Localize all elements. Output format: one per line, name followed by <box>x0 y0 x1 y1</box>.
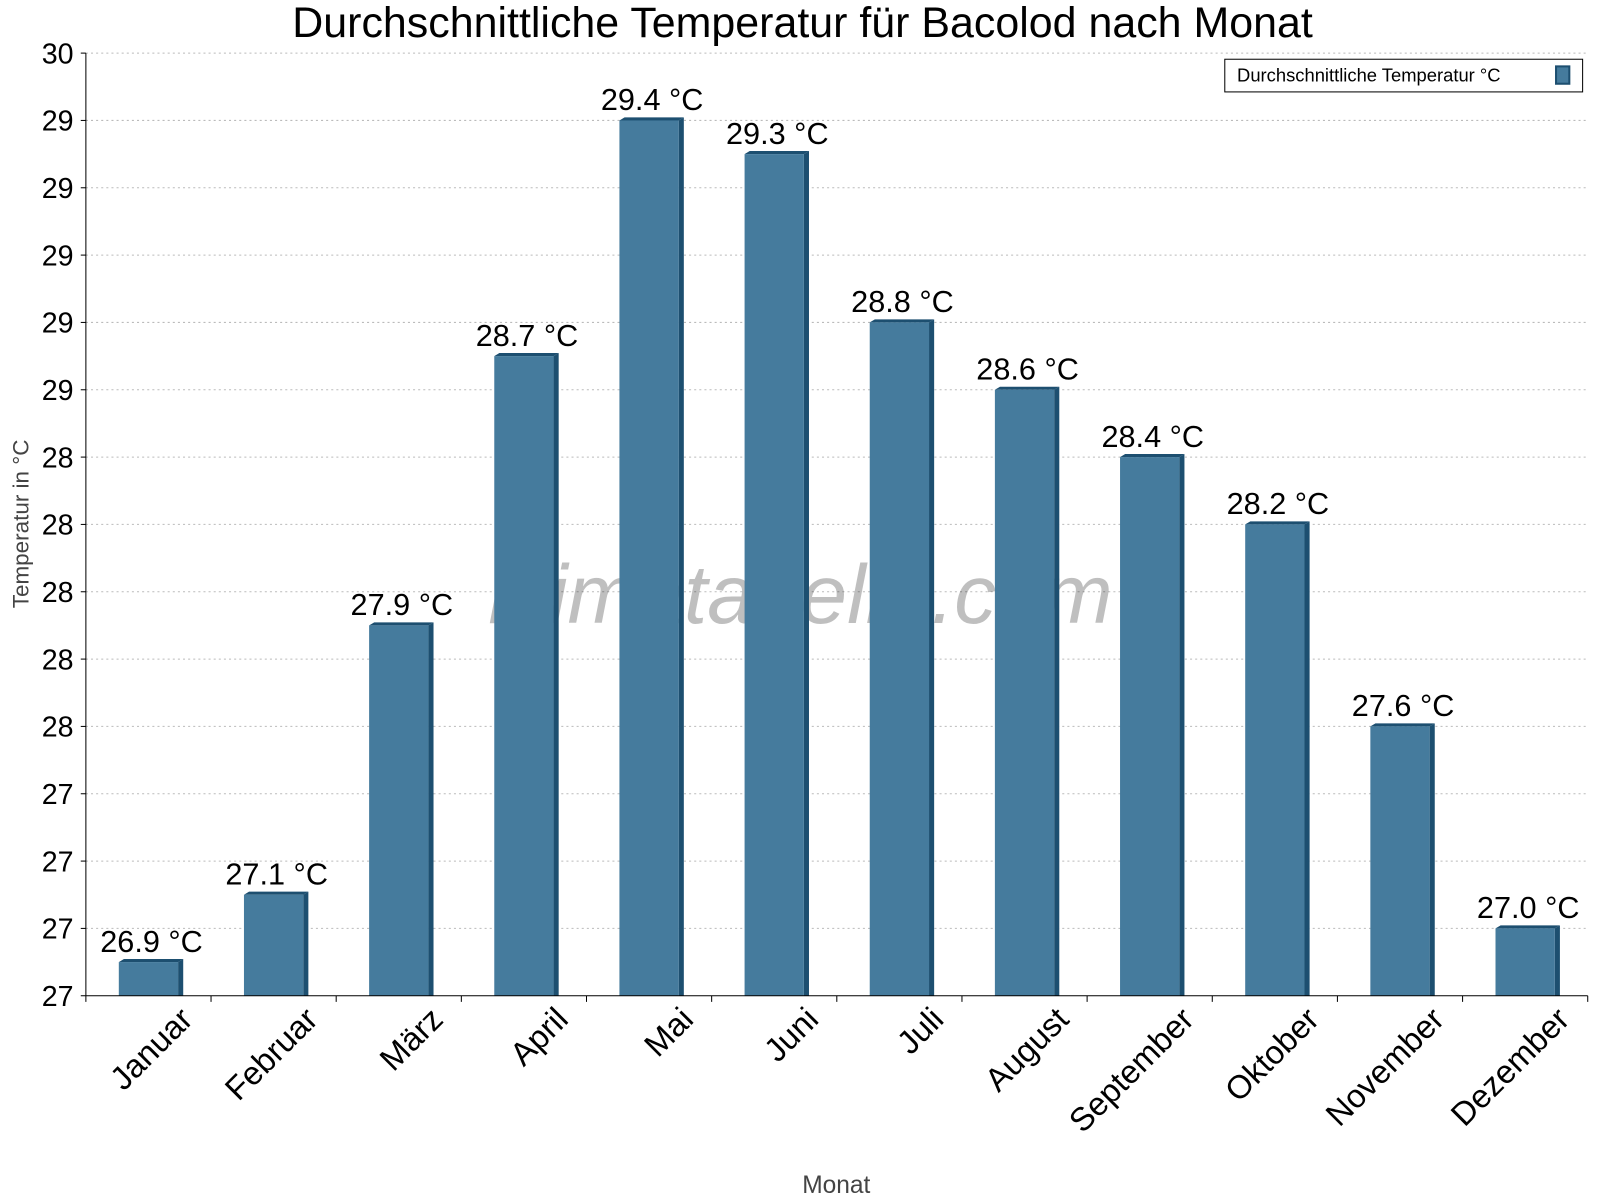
data-label: 28.8 °C <box>851 285 954 319</box>
bar-top <box>1370 723 1435 727</box>
bar-top <box>619 117 684 121</box>
bar <box>1120 457 1180 996</box>
y-tick-label: 28 <box>42 712 74 744</box>
y-tick-label: 28 <box>42 644 74 676</box>
bar-side <box>929 319 935 996</box>
y-tick-label: 29 <box>42 375 74 407</box>
legend: Durchschnittliche Temperatur °C <box>1224 58 1584 93</box>
bar-top <box>1495 925 1560 929</box>
bar-side <box>553 353 559 996</box>
data-label: 27.6 °C <box>1352 689 1455 723</box>
y-tick-label: 29 <box>42 240 74 272</box>
bar-top <box>1120 454 1185 458</box>
bar <box>243 894 304 996</box>
data-label: 27.0 °C <box>1477 891 1580 925</box>
legend-label: Durchschnittliche Temperatur °C <box>1237 65 1500 86</box>
gridlines <box>85 52 1588 929</box>
bar <box>744 154 804 996</box>
y-tick-label: 27 <box>42 914 74 946</box>
bar-top <box>1245 521 1310 525</box>
x-tick-label: April <box>502 1000 574 1072</box>
y-tick-label: 27 <box>42 981 74 1013</box>
x-axis-label: Monat <box>802 1172 870 1199</box>
bar-side <box>303 891 309 996</box>
data-label: 29.4 °C <box>601 83 704 117</box>
x-tick-label: Juli <box>889 1000 950 1061</box>
y-tick-label: 29 <box>42 173 74 205</box>
y-tick-label: 29 <box>42 106 74 138</box>
bar-top <box>494 353 559 357</box>
bar-side <box>803 151 809 996</box>
bar-side <box>178 959 184 996</box>
bar <box>869 322 930 996</box>
x-tick-label: November <box>1318 1000 1451 1133</box>
x-tick-label: Oktober <box>1217 1000 1326 1108</box>
data-label: 29.3 °C <box>726 117 829 151</box>
y-axis-label: Temperatur in °C <box>9 440 34 609</box>
bar <box>369 625 429 996</box>
bar <box>1245 524 1305 996</box>
bar <box>994 389 1055 996</box>
bar-top <box>744 151 809 155</box>
y-tick-label: 28 <box>42 577 74 609</box>
y-tick-label: 27 <box>42 846 74 878</box>
y-tick-label: 27 <box>42 779 74 811</box>
bar-side <box>1429 723 1435 996</box>
bar-top <box>869 319 935 323</box>
data-label: 26.9 °C <box>100 925 203 959</box>
bar <box>1370 726 1430 996</box>
x-tick-label: März <box>372 1000 450 1077</box>
x-tick-label: Juni <box>757 1000 826 1069</box>
x-tick-label: August <box>977 1000 1075 1098</box>
chart-title: Durchschnittliche Temperatur für Bacolod… <box>292 0 1313 47</box>
x-tick-label: Dezember <box>1443 1000 1576 1133</box>
data-label: 28.4 °C <box>1101 420 1204 454</box>
data-label: 27.1 °C <box>225 858 328 892</box>
y-tick-label: 28 <box>42 510 74 542</box>
bar-side <box>1179 454 1185 996</box>
x-tick-label: Mai <box>637 1000 700 1063</box>
bar-side <box>678 117 684 996</box>
bar-top <box>243 891 309 895</box>
bar-top <box>369 622 434 626</box>
y-tick-label: 30 <box>42 38 74 70</box>
data-label: 28.6 °C <box>976 353 1079 387</box>
bar <box>494 356 554 996</box>
bar <box>118 962 179 996</box>
y-tick-label: 29 <box>42 308 74 340</box>
x-tick-label: Januar <box>103 1000 200 1097</box>
data-label: 28.2 °C <box>1227 487 1330 521</box>
bar-side <box>428 622 434 996</box>
y-tick-label: 28 <box>42 442 74 474</box>
bars: 26.9 °C 27.1 °C 27.9 °C 28.7 °C 29.4 °C 29.3 … <box>100 83 1580 996</box>
bar-side <box>1304 521 1310 996</box>
bar <box>1495 928 1555 996</box>
legend-swatch <box>1555 65 1571 85</box>
bar-top <box>118 959 184 963</box>
bar-top <box>994 386 1060 390</box>
data-label: 27.9 °C <box>351 588 454 622</box>
data-label: 28.7 °C <box>476 319 579 353</box>
bar-side <box>1054 386 1060 996</box>
x-tick-label: Februar <box>217 1000 324 1107</box>
x-tick-label: September <box>1061 1000 1200 1139</box>
bar <box>619 120 679 996</box>
bar-side <box>1554 925 1560 996</box>
